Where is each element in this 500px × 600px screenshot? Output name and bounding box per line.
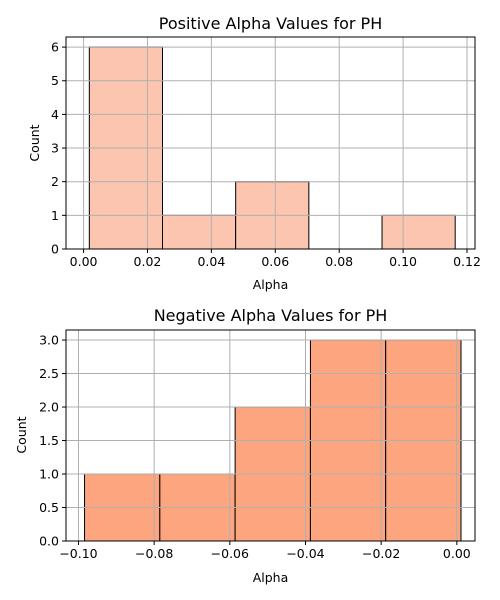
y-tick-label: 1.0 (39, 467, 59, 482)
x-axis-label: Alpha (253, 570, 289, 585)
x-tick-label: 0.02 (134, 254, 162, 269)
histogram-negative-alpha: Negative Alpha Values for PH Alpha Count… (14, 306, 476, 585)
x-tick-label: −0.02 (362, 546, 400, 561)
x-tick-label: −0.06 (211, 546, 249, 561)
y-tick-label: 3.0 (39, 333, 59, 348)
y-tick-label: 2.0 (39, 400, 59, 415)
histogram-bar (161, 214, 237, 250)
x-tick-label: −0.10 (59, 546, 97, 561)
y-tick-label: 2 (51, 174, 59, 189)
x-tick-label: 0.04 (197, 254, 225, 269)
x-tick-label: 0.06 (261, 254, 289, 269)
y-tick-label: 1 (51, 208, 59, 223)
y-tick-label: 4 (51, 107, 59, 122)
histogram-positive-alpha: Positive Alpha Values for PH Alpha Count… (27, 14, 481, 292)
y-tick-label: 0.5 (39, 500, 59, 515)
y-tick-label: 2.5 (39, 366, 59, 381)
plot-area: −0.10 −0.08 −0.06 −0.04 −0.02 0.00 0.0 0.5 1.0 1.… (39, 329, 476, 561)
axes-frame (65, 329, 476, 542)
y-tick-label: 1.5 (39, 433, 59, 448)
x-tick-label: 0.08 (325, 254, 353, 269)
y-tick-label: 3 (51, 141, 59, 156)
y-tick-label: 5 (51, 73, 59, 88)
chart-title: Negative Alpha Values for PH (154, 306, 388, 325)
y-axis-label: Count (14, 416, 29, 453)
plot-area: 0.00 0.02 0.04 0.06 0.08 0.10 0.12 0 1 2 3 4 5 6 (51, 36, 481, 269)
x-tick-label: −0.08 (135, 546, 173, 561)
axes-frame (65, 36, 476, 250)
x-tick-label: 0.00 (443, 546, 471, 561)
y-tick-label: 0.0 (39, 534, 59, 549)
y-tick-label: 6 (51, 40, 59, 55)
x-axis-label: Alpha (253, 277, 289, 292)
x-tick-label: 0.00 (70, 254, 98, 269)
x-tick-label: −0.04 (286, 546, 324, 561)
y-tick-label: 0 (51, 242, 59, 257)
x-tick-label: 0.10 (389, 254, 417, 269)
x-tick-label: 0.12 (453, 254, 481, 269)
chart-title: Positive Alpha Values for PH (159, 14, 382, 33)
y-axis-label: Count (27, 124, 42, 161)
histogram-bar (381, 214, 456, 250)
